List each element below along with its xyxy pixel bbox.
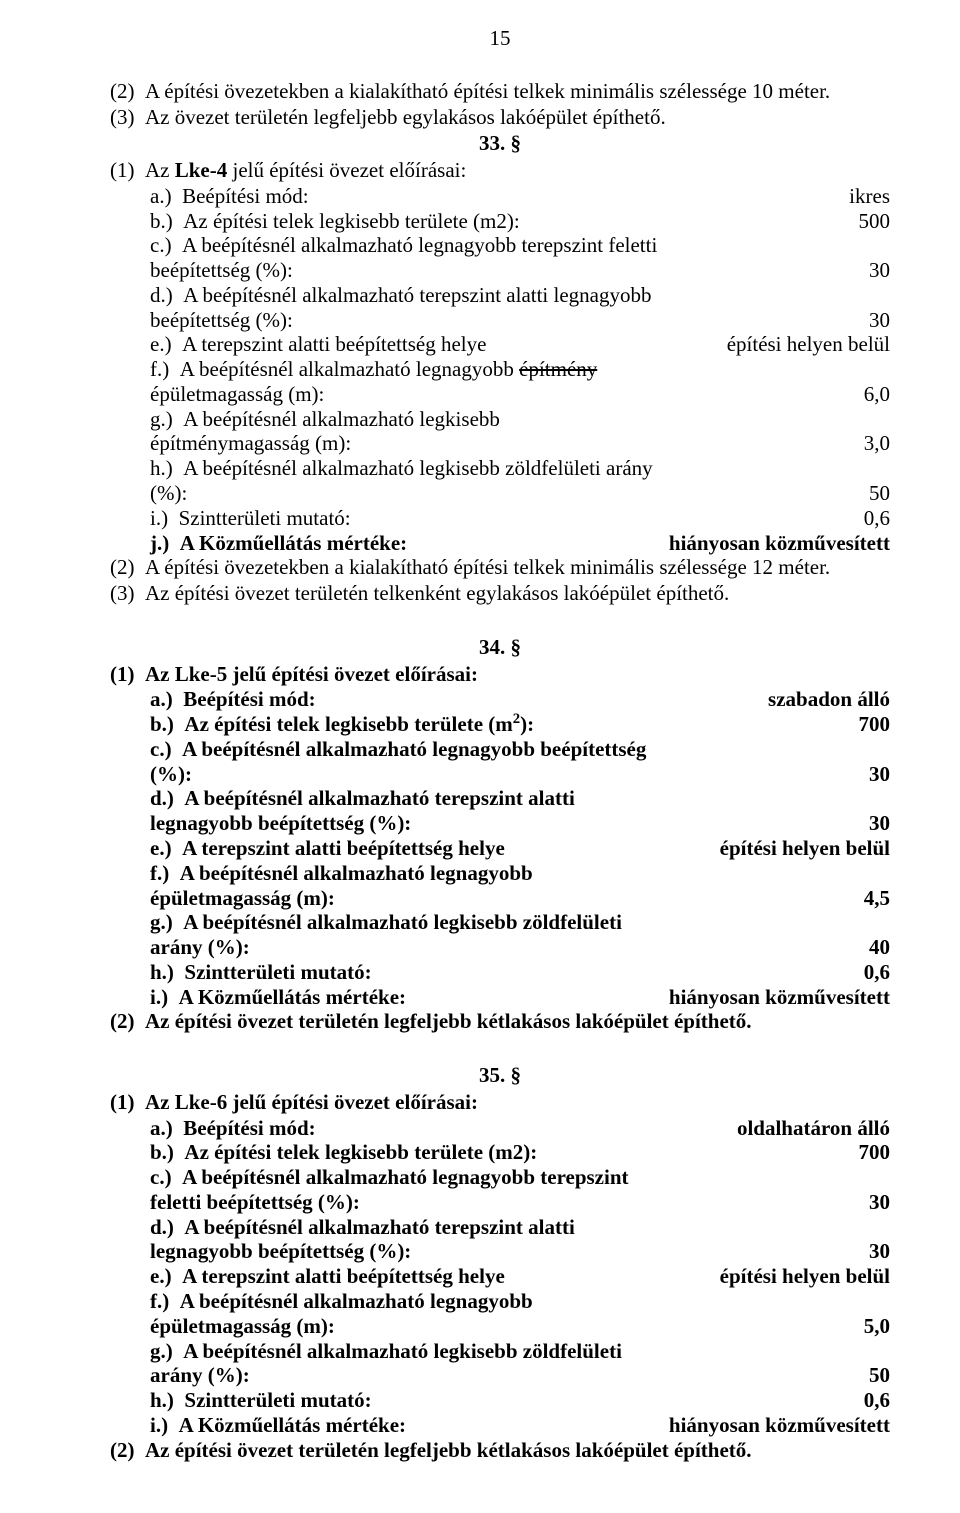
strikethrough-text: építmény — [519, 357, 597, 381]
section-number: 34. § — [110, 635, 890, 660]
text: (1) Az — [110, 158, 175, 182]
def-value: 30 — [661, 1215, 890, 1265]
def-label: d.) A beépítésnél alkalmazható terepszin… — [150, 1215, 661, 1265]
def-value: 5,0 — [661, 1289, 890, 1339]
text: b.) Az építési telek legkisebb területe … — [150, 712, 513, 736]
def-label: h.) Szintterületi mutató: — [150, 960, 661, 985]
def-value: ikres — [661, 184, 890, 209]
def-value: 700 — [661, 712, 890, 737]
paragraph-lead: (1) Az Lke-6 jelű építési övezet előírás… — [110, 1090, 890, 1115]
text: f.) A beépítésnél alkalmazható legnagyob… — [150, 357, 519, 381]
paragraph: (2) Az építési övezet területén legfelje… — [110, 1009, 890, 1034]
def-label: h.) A beépítésnél alkalmazható legkisebb… — [150, 456, 661, 506]
def-value: 3,0 — [661, 407, 890, 457]
def-value: hiányosan közművesített — [661, 1413, 890, 1438]
section-number: 33. § — [110, 131, 890, 156]
def-label: i.) A Közműellátás mértéke: — [150, 1413, 661, 1438]
def-label: c.) A beépítésnél alkalmazható legnagyob… — [150, 737, 661, 787]
text: jelű építési övezet előírásai: — [227, 158, 466, 182]
def-value: 0,6 — [661, 506, 890, 531]
superscript: 2 — [513, 711, 520, 727]
paragraph: (2) A építési övezetekben a kialakítható… — [110, 79, 890, 104]
def-label: d.) A beépítésnél alkalmazható terepszin… — [150, 283, 661, 333]
def-label: h.) Szintterületi mutató: — [150, 1388, 661, 1413]
def-value: hiányosan közművesített — [661, 985, 890, 1010]
def-value: 6,0 — [661, 357, 890, 407]
def-value: építési helyen belül — [661, 1264, 890, 1289]
page-number: 15 — [110, 26, 890, 51]
def-label: c.) A beépítésnél alkalmazható legnagyob… — [150, 233, 661, 283]
def-label: g.) A beépítésnél alkalmazható legkisebb… — [150, 407, 661, 457]
def-value: 30 — [661, 1165, 890, 1215]
definition-list: a.) Beépítési mód:ikres b.) Az építési t… — [110, 184, 890, 555]
def-label: b.) Az építési telek legkisebb területe … — [150, 209, 661, 234]
def-label: d.) A beépítésnél alkalmazható terepszin… — [150, 786, 661, 836]
def-label: f.) A beépítésnél alkalmazható legnagyob… — [150, 1289, 661, 1339]
def-value: 30 — [661, 786, 890, 836]
def-value: 500 — [661, 209, 890, 234]
def-label: g.) A beépítésnél alkalmazható legkisebb… — [150, 910, 661, 960]
def-label: a.) Beépítési mód: — [150, 184, 661, 209]
def-label: b.) Az építési telek legkisebb területe … — [150, 712, 661, 737]
paragraph-lead: (1) Az Lke-4 jelű építési övezet előírás… — [110, 158, 890, 183]
paragraph-lead: (1) Az Lke-5 jelű építési övezet előírás… — [110, 662, 890, 687]
def-label: a.) Beépítési mód: — [150, 1116, 661, 1141]
def-label: b.) Az építési telek legkisebb területe … — [150, 1140, 661, 1165]
section-number: 35. § — [110, 1063, 890, 1088]
def-label: g.) A beépítésnél alkalmazható legkisebb… — [150, 1339, 661, 1389]
def-value: 4,5 — [661, 861, 890, 911]
def-label: a.) Beépítési mód: — [150, 687, 661, 712]
definition-list: a.) Beépítési mód:oldalhatáron álló b.) … — [110, 1116, 890, 1438]
def-value: szabadon álló — [661, 687, 890, 712]
def-value: 700 — [661, 1140, 890, 1165]
paragraph: (3) Az övezet területén legfeljebb egyla… — [110, 105, 890, 130]
text-bold: Lke-4 — [175, 158, 228, 182]
def-label: e.) A terepszint alatti beépítettség hel… — [150, 332, 661, 357]
def-label: i.) Szintterületi mutató: — [150, 506, 661, 531]
def-value: hiányosan közművesített — [661, 531, 890, 556]
def-label: f.) A beépítésnél alkalmazható legnagyob… — [150, 861, 661, 911]
definition-list: a.) Beépítési mód:szabadon álló b.) Az é… — [110, 687, 890, 1009]
def-value: 0,6 — [661, 1388, 890, 1413]
def-value: 30 — [661, 233, 890, 283]
paragraph: (2) A építési övezetekben a kialakítható… — [110, 555, 890, 580]
def-label: j.) A Közműellátás mértéke: — [150, 531, 661, 556]
def-value: 0,6 — [661, 960, 890, 985]
def-label: c.) A beépítésnél alkalmazható legnagyob… — [150, 1165, 661, 1215]
def-value: 40 — [661, 910, 890, 960]
def-value: 30 — [661, 737, 890, 787]
def-label: i.) A Közműellátás mértéke: — [150, 985, 661, 1010]
def-value: oldalhatáron álló — [661, 1116, 890, 1141]
text: épületmagasság (m): — [150, 382, 324, 406]
text: ): — [520, 712, 534, 736]
def-value: 30 — [661, 283, 890, 333]
def-label: f.) A beépítésnél alkalmazható legnagyob… — [150, 357, 661, 407]
def-value: építési helyen belül — [661, 332, 890, 357]
def-label: e.) A terepszint alatti beépítettség hel… — [150, 1264, 661, 1289]
def-value: 50 — [661, 1339, 890, 1389]
def-value: építési helyen belül — [661, 836, 890, 861]
paragraph: (2) Az építési övezet területén legfelje… — [110, 1438, 890, 1463]
def-value: 50 — [661, 456, 890, 506]
def-label: e.) A terepszint alatti beépítettség hel… — [150, 836, 661, 861]
paragraph: (3) Az építési övezet területén telkenké… — [110, 581, 890, 606]
